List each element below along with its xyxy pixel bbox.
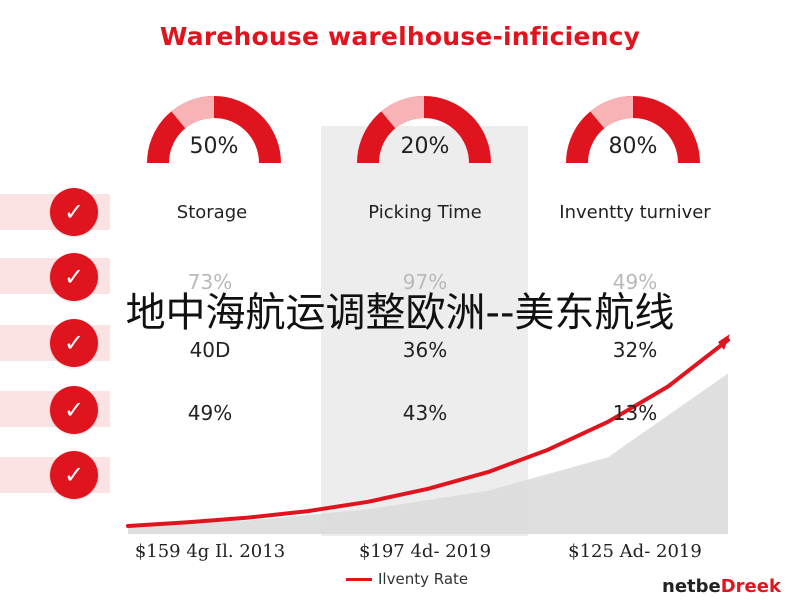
gauge-value-storage: 50% <box>189 134 239 159</box>
line-arrow-head <box>718 334 730 350</box>
metric-label-picking-time: Picking Time <box>368 202 482 223</box>
check-icon: ✓ <box>50 188 98 236</box>
x-tick-label: $125 Ad- 2019 <box>568 541 702 562</box>
metric-label-inventory-turnover: Inventty turniver <box>559 202 711 223</box>
area-series <box>128 373 728 534</box>
table-cell: 97% <box>402 270 448 294</box>
line-series-ilventy-rate <box>126 338 730 528</box>
brand-logo: netbeDreek <box>662 576 781 597</box>
check-icon: ✓ <box>50 451 98 499</box>
table-cell: 36% <box>402 338 448 362</box>
metric-label-storage: Storage <box>176 202 248 223</box>
table-cell: 49% <box>187 401 233 425</box>
gauge-highlight <box>381 96 425 129</box>
x-tick-label: $197 4d- 2019 <box>358 541 492 562</box>
gauge-highlight <box>590 96 634 129</box>
brand-prefix: netbe <box>662 576 721 597</box>
table-cell: 49% <box>612 270 658 294</box>
check-icon: ✓ <box>50 386 98 434</box>
check-icon: ✓ <box>50 319 98 367</box>
overlay-caption: 地中海航运调整欧洲--美东航线 <box>125 290 675 336</box>
table-cell: 73% <box>187 270 233 294</box>
table-cell: 13% <box>612 401 658 425</box>
gauge-highlight <box>171 96 215 129</box>
legend-swatch <box>346 578 372 581</box>
table-cell: 40D <box>189 338 231 362</box>
legend-label: Ilventy Rate <box>378 570 469 588</box>
chart-title: Warehouse warelhouse-inficiency <box>159 22 641 51</box>
table-cell: 32% <box>612 338 658 362</box>
gauge-value-picking-time: 20% <box>400 134 450 159</box>
brand-suffix: Dreek <box>720 576 781 597</box>
check-icon: ✓ <box>50 253 98 301</box>
gauge-value-inventory-turnover: 80% <box>608 134 658 159</box>
table-cell: 43% <box>402 401 448 425</box>
x-tick-label: $159 4g Il. 2013 <box>134 541 286 562</box>
highlight-column-background <box>321 126 528 536</box>
